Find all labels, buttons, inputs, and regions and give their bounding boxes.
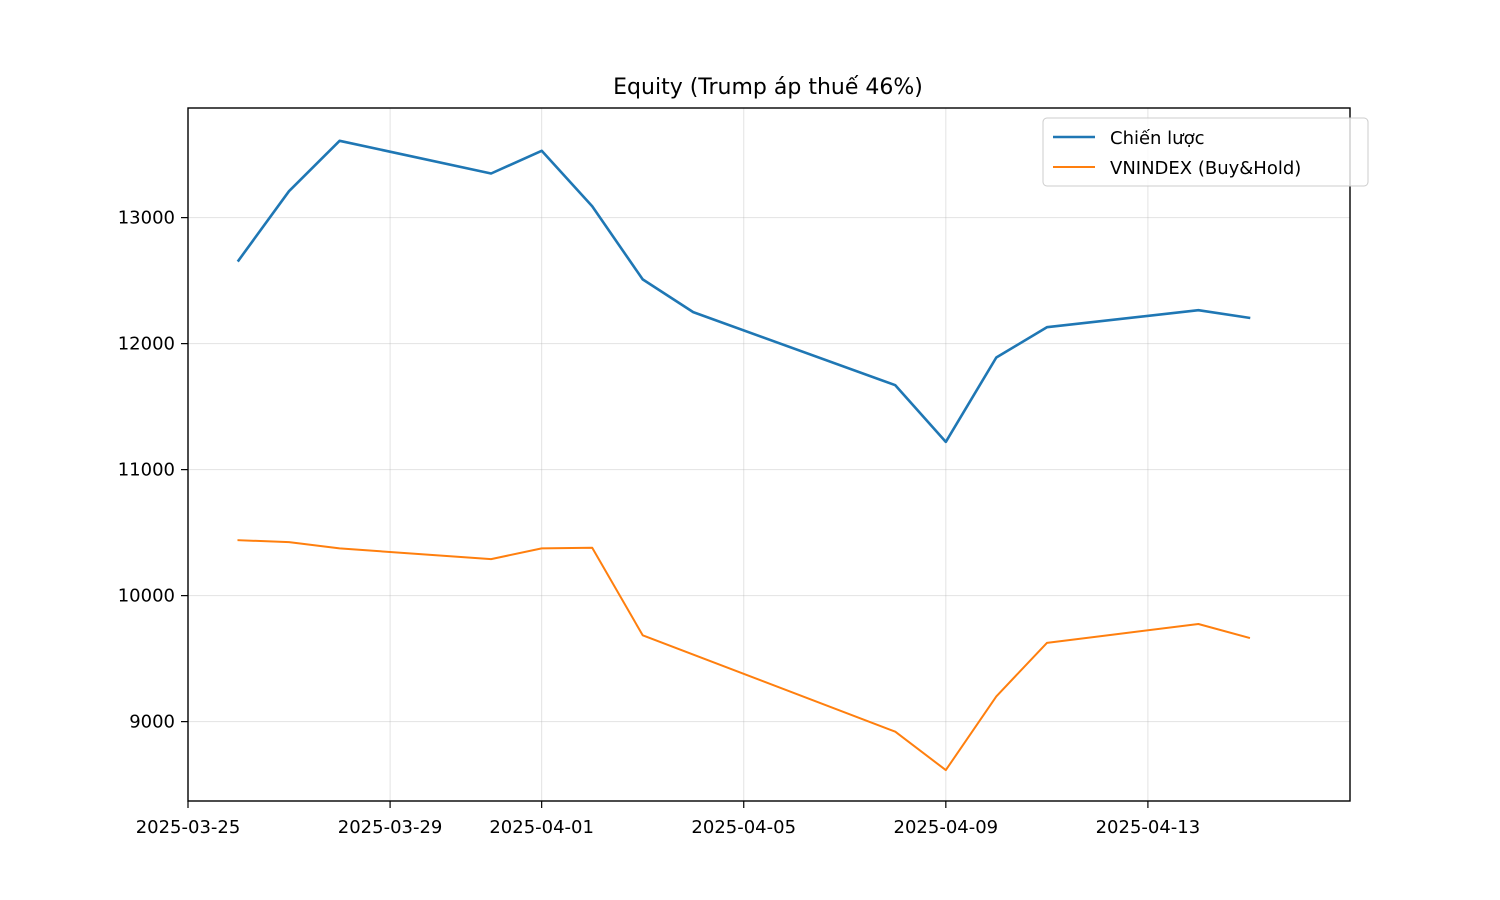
legend: Chiến lược VNINDEX (Buy&Hold) [1042,117,1369,187]
chart-title: Equity (Trump áp thuế 46%) [613,75,923,100]
y-tick-label: 13000 [118,208,175,229]
legend-label-vnindex: VNINDEX (Buy&Hold) [1110,158,1301,179]
x-tick-label: 2025-04-13 [1096,817,1201,838]
y-tick-label: 9000 [129,712,175,733]
x-tick-label: 2025-03-29 [338,817,443,838]
series-line-strategy [236,139,1251,444]
x-tick-label: 2025-04-09 [894,817,999,838]
x-tick-label: 2025-04-05 [691,817,796,838]
legend-box [1042,117,1369,187]
plot-frame [187,107,1351,802]
y-tick-label: 11000 [118,460,175,481]
grid [187,108,1350,801]
legend-label-strategy: Chiến lược [1110,128,1205,149]
y-axis: 9000 10000 11000 12000 13000 [118,208,188,733]
x-tick-label: 2025-03-25 [136,817,241,838]
series-line-vnindex [237,539,1251,772]
y-tick-label: 10000 [118,586,175,607]
y-tick-label: 12000 [118,334,175,355]
series-layer [236,139,1251,772]
x-axis: 2025-03-25 2025-03-29 2025-04-01 2025-04-05… [136,801,1201,838]
x-tick-label: 2025-04-01 [489,817,594,838]
